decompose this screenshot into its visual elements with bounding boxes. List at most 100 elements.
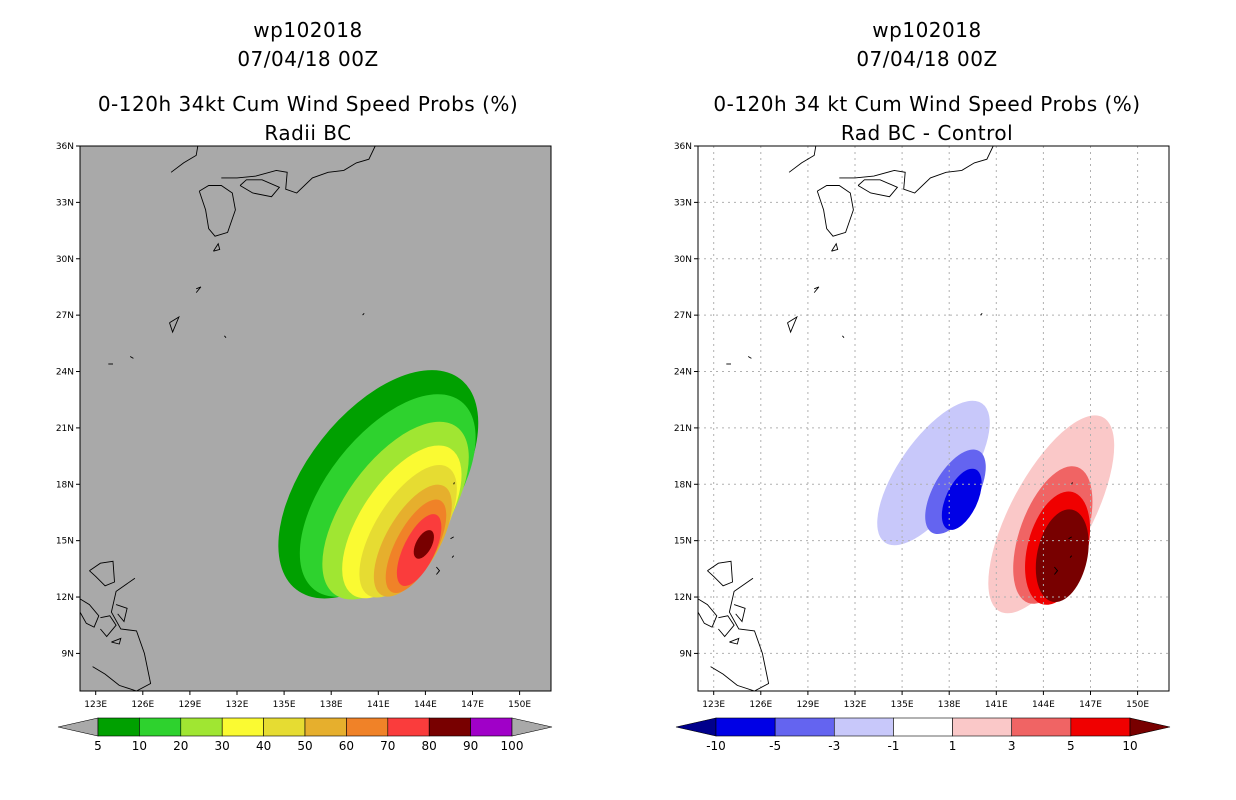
right-y-tick-label: 33N [674, 198, 692, 208]
right-x-tick-label: 129E [796, 700, 819, 710]
right-contour-neg1 [877, 400, 990, 546]
right-coastlines [698, 146, 1073, 691]
left-colorbar-label: 30 [215, 739, 230, 753]
right-plot-border [697, 145, 1170, 692]
left-x-tick-label: 129E [178, 700, 201, 710]
right-coastline-segment [980, 313, 983, 316]
left-x-tick-label: 147E [461, 700, 484, 710]
left-y-tick-label: 9N [62, 649, 74, 659]
left-x-tick-label: 135E [273, 700, 296, 710]
left-colorbar-swatch [139, 717, 182, 737]
right-colorbar-swatch [893, 717, 953, 737]
left-x-tick-label: 138E [320, 700, 343, 710]
left-x-tick-label: 126E [131, 700, 154, 710]
left-colorbar-swatch [428, 717, 471, 737]
right-colorbar-label: -1 [887, 739, 899, 753]
right-coastline-segment [1069, 555, 1073, 558]
left-coastline-segment [92, 577, 152, 691]
right-y-tick-label: 12N [674, 593, 692, 603]
right-y-tick-label: 21N [674, 424, 692, 434]
right-colorbar-label: 3 [1008, 739, 1016, 753]
right-coastline-segment [707, 560, 733, 587]
right-coastline-segment [787, 315, 798, 334]
left-coastline-segment [111, 637, 122, 645]
left-colorbar-low-arrow [57, 717, 99, 737]
left-coastline-segment [239, 179, 281, 198]
right-colorbar-label: -10 [706, 739, 726, 753]
right-x-tick-label: 144E [1032, 700, 1055, 710]
right-y-tick-label: 36N [674, 142, 692, 152]
left-coastline-segment [80, 598, 100, 628]
left-colorbar-swatch [221, 717, 264, 737]
left-colorbar-label: 60 [339, 739, 354, 753]
left-y-tick-label: 27N [56, 311, 74, 321]
left-y-tick-label: 36N [56, 142, 74, 152]
right-colorbar-label: -5 [769, 739, 781, 753]
right-y-tick-label: 18N [674, 480, 692, 490]
right-coastline-segment [729, 637, 740, 645]
right-header: wp102018 07/04/18 00Z 0-120h 34 kt Cum W… [674, 16, 1180, 148]
right-colorbar-label: -3 [828, 739, 840, 753]
right-coastline-segment [831, 242, 839, 252]
left-y-tick-label: 30N [56, 255, 74, 265]
left-y-tick-label: 15N [56, 537, 74, 547]
left-y-tick-label: 21N [56, 424, 74, 434]
left-coastline-segment [198, 185, 236, 237]
right-coastline-segment [1071, 482, 1073, 485]
left-plot-background [80, 146, 551, 691]
right-x-tick-label: 147E [1079, 700, 1102, 710]
left-coastline-segment [195, 286, 202, 293]
left-coastline-segment [115, 604, 128, 623]
left-colorbar-label: 10 [132, 739, 147, 753]
right-colorbar-swatch [1011, 717, 1072, 737]
left-y-tick-label: 18N [56, 480, 74, 490]
right-coastline-segment [842, 335, 845, 338]
right-colorbar-swatch [833, 717, 894, 737]
right-x-tick-label: 135E [891, 700, 914, 710]
left-colorbar-swatch [387, 717, 430, 737]
left-y-tick-label: 24N [56, 368, 74, 378]
right-colorbar-label: 5 [1067, 739, 1075, 753]
left-coastline-segment [451, 555, 455, 558]
left-panel: 123E 126E 129E 132E 135E 138E 141E 144E 147E 150E… [56, 142, 552, 710]
right-coastline-segment [857, 179, 899, 198]
right-colorbar-swatch [774, 717, 835, 737]
left-coastline-segment [450, 536, 454, 540]
left-contour-80 [413, 530, 434, 559]
right-chart-subtitle: Rad BC - Control [840, 121, 1014, 145]
right-coastline-segment [733, 604, 746, 623]
right-colorbar-low-arrow [675, 717, 717, 737]
left-colorbar-swatch [470, 717, 513, 737]
left-coastline-segment [170, 146, 199, 173]
left-colorbar-label: 50 [297, 739, 312, 753]
right-y-tick-label: 15N [674, 537, 692, 547]
right-colorbar-swatch [952, 717, 1013, 737]
left-date: 07/04/18 00Z [237, 47, 379, 71]
right-coastline-segment [698, 598, 718, 628]
left-plot-border [79, 145, 552, 692]
left-coastline-segment [129, 356, 134, 359]
left-coastline-segment [224, 335, 227, 338]
left-colorbar-label: 20 [173, 739, 188, 753]
right-x-tick-label: 141E [985, 700, 1008, 710]
right-contour-group [877, 400, 1115, 614]
left-coastline-segment [169, 315, 180, 334]
left-header: wp102018 07/04/18 00Z 0-120h 34kt Cum Wi… [60, 16, 556, 148]
left-coastline-segment [436, 566, 441, 575]
right-coastline-segment [710, 577, 770, 691]
left-coastline-segment [100, 615, 117, 638]
right-coastline-segment [813, 286, 820, 293]
right-colorbar-label: 1 [949, 739, 957, 753]
left-colorbar: 5 10 20 30 40 50 60 70 80 90 100 [57, 717, 553, 753]
right-y-tick-label: 9N [680, 649, 692, 659]
left-colorbar-label: 40 [256, 739, 271, 753]
left-colorbar-swatch [263, 717, 306, 737]
left-x-tick-label: 150E [508, 700, 531, 710]
right-colorbar-high-arrow [1129, 717, 1171, 737]
left-coastlines [80, 146, 455, 691]
right-chart-title: 0-120h 34 kt Cum Wind Speed Probs (%) [713, 92, 1141, 116]
right-storm-id: wp102018 [872, 18, 982, 42]
left-y-tick-label: 12N [56, 593, 74, 603]
left-colorbar-label: 100 [501, 739, 524, 753]
right-colorbar-swatch [715, 717, 776, 737]
